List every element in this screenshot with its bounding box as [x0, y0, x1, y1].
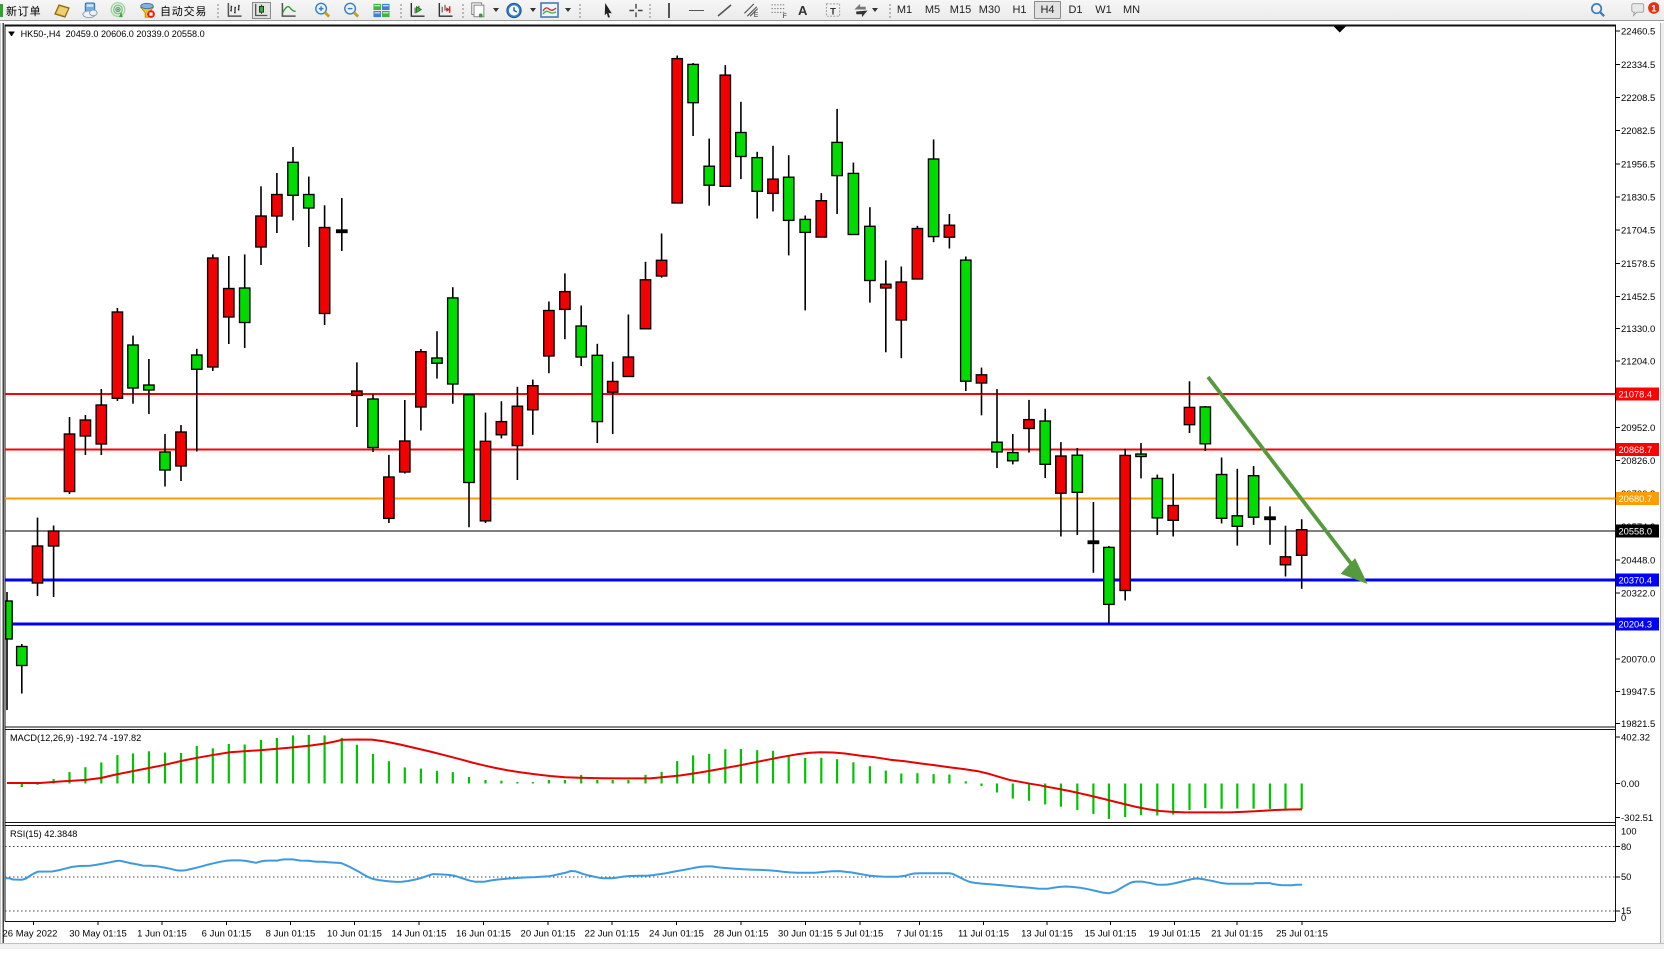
svg-text:MACD(12,26,9) -192.74 -197.82: MACD(12,26,9) -192.74 -197.82: [10, 733, 141, 743]
svg-text:20070.0: 20070.0: [1621, 655, 1655, 666]
svg-text:402.32: 402.32: [1621, 733, 1650, 744]
svg-text:14 Jun 01:15: 14 Jun 01:15: [392, 929, 447, 940]
svg-text:22208.5: 22208.5: [1621, 93, 1655, 104]
svg-text:20204.3: 20204.3: [1619, 619, 1653, 629]
svg-text:21078.4: 21078.4: [1619, 390, 1653, 400]
svg-text:11 Jul 01:15: 11 Jul 01:15: [958, 929, 1009, 940]
svg-text:8 Jun 01:15: 8 Jun 01:15: [266, 929, 316, 940]
svg-text:20 Jun 01:15: 20 Jun 01:15: [521, 929, 576, 940]
svg-text:20370.4: 20370.4: [1619, 576, 1653, 586]
svg-text:6 Jun 01:15: 6 Jun 01:15: [202, 929, 252, 940]
svg-text:20558.0: 20558.0: [1619, 526, 1653, 536]
svg-text:20868.7: 20868.7: [1619, 445, 1653, 455]
svg-text:20448.0: 20448.0: [1621, 555, 1655, 566]
svg-text:21830.5: 21830.5: [1621, 192, 1655, 203]
svg-text:0.00: 0.00: [1621, 779, 1640, 790]
svg-text:21204.0: 21204.0: [1621, 357, 1655, 368]
svg-text:100: 100: [1621, 827, 1637, 837]
svg-text:1: 1: [1651, 3, 1656, 13]
svg-text:HK50-,H4 20459.0 20606.0 2033: HK50-,H4 20459.0 20606.0 20339.0 20558.0: [21, 29, 205, 39]
svg-text:30 May 01:15: 30 May 01:15: [69, 929, 127, 940]
svg-text:19947.5: 19947.5: [1621, 687, 1655, 698]
svg-text:21578.5: 21578.5: [1621, 259, 1655, 270]
svg-text:80: 80: [1621, 842, 1631, 852]
svg-text:25 Jul 01:15: 25 Jul 01:15: [1276, 929, 1328, 940]
svg-text:20952.0: 20952.0: [1621, 423, 1655, 434]
svg-text:22334.5: 22334.5: [1621, 60, 1655, 71]
svg-text:5 Jul 01:15: 5 Jul 01:15: [837, 929, 883, 940]
svg-text:26 May 2022: 26 May 2022: [3, 929, 58, 940]
svg-text:21704.5: 21704.5: [1621, 226, 1655, 237]
svg-text:13 Jul 01:15: 13 Jul 01:15: [1021, 929, 1073, 940]
svg-text:0: 0: [1621, 913, 1626, 923]
svg-text:19 Jul 01:15: 19 Jul 01:15: [1149, 929, 1201, 940]
svg-text:1 Jun 01:15: 1 Jun 01:15: [137, 929, 187, 940]
svg-text:F: F: [783, 13, 787, 19]
svg-text:21956.5: 21956.5: [1621, 159, 1655, 170]
svg-text:-302.51: -302.51: [1621, 813, 1653, 824]
svg-text:20826.0: 20826.0: [1621, 456, 1655, 467]
svg-text:21 Jul 01:15: 21 Jul 01:15: [1211, 929, 1263, 940]
svg-text:19821.5: 19821.5: [1621, 719, 1655, 730]
svg-text:22082.5: 22082.5: [1621, 126, 1655, 137]
svg-text:21452.5: 21452.5: [1621, 292, 1655, 303]
svg-text:20322.0: 20322.0: [1621, 588, 1655, 599]
svg-text:50: 50: [1621, 872, 1631, 882]
svg-text:T: T: [830, 6, 836, 17]
svg-text:7 Jul 01:15: 7 Jul 01:15: [896, 929, 942, 940]
svg-text:E: E: [754, 12, 759, 19]
svg-text:24 Jun 01:15: 24 Jun 01:15: [649, 929, 704, 940]
svg-text:30 Jun 01:15: 30 Jun 01:15: [778, 929, 833, 940]
svg-text:22 Jun 01:15: 22 Jun 01:15: [585, 929, 640, 940]
svg-text:RSI(15) 42.3848: RSI(15) 42.3848: [10, 829, 77, 839]
svg-text:10 Jun 01:15: 10 Jun 01:15: [327, 929, 382, 940]
svg-text:20680.7: 20680.7: [1619, 494, 1653, 504]
svg-text:22460.5: 22460.5: [1621, 27, 1655, 38]
svg-text:28 Jun 01:15: 28 Jun 01:15: [714, 929, 769, 940]
svg-text:21330.0: 21330.0: [1621, 324, 1655, 335]
svg-text:16 Jun 01:15: 16 Jun 01:15: [456, 929, 511, 940]
svg-text:15 Jul 01:15: 15 Jul 01:15: [1085, 929, 1137, 940]
